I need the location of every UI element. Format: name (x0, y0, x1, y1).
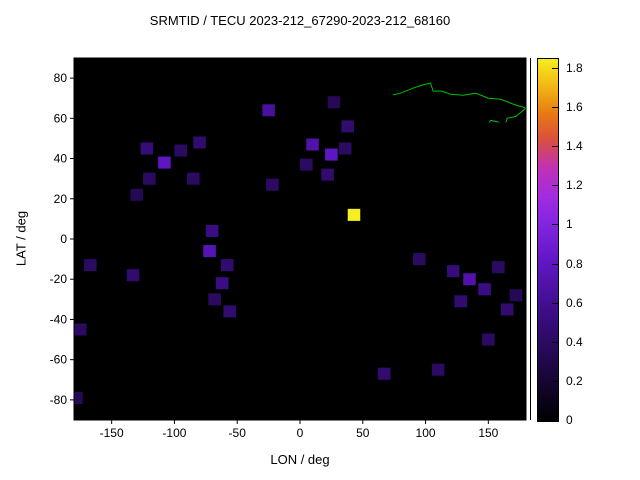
heatmap-cell (174, 144, 187, 157)
y-tick-label: -20 (50, 272, 68, 286)
map-background (74, 58, 526, 420)
heatmap-cell (143, 172, 156, 185)
plot-title: SRMTID / TECU 2023-212_67290-2023-212_68… (149, 13, 451, 28)
heatmap-cell (84, 259, 97, 272)
heatmap-cell (463, 273, 476, 286)
heatmap-cell (205, 224, 219, 237)
heatmap-cell (266, 178, 279, 191)
x-tick-label: 100 (416, 426, 436, 440)
y-axis-label: LAT / deg (13, 210, 29, 267)
y-axis-ticks: -80 -60 -40 -20 0 20 40 60 80 (50, 71, 74, 407)
heatmap-cell (431, 363, 445, 376)
y-tick-label: 80 (54, 71, 68, 85)
heatmap-cell (220, 259, 234, 272)
heatmap-cell (325, 148, 338, 161)
heatmap-cell (262, 104, 275, 117)
heatmap-cell (377, 367, 391, 380)
x-tick-label: 0 (297, 426, 304, 440)
heatmap-cell (341, 120, 354, 133)
heatmap-cell (140, 142, 154, 155)
y-tick-label: 60 (54, 111, 68, 125)
heatmap-cell (446, 265, 460, 278)
heatmap-cell (478, 283, 491, 296)
heatmap-cell (321, 168, 334, 181)
x-axis-ticks: -150 -100 -50 0 50 100 150 (100, 420, 499, 440)
heatmap-cell (203, 245, 216, 258)
y-tick-label: 0 (60, 232, 67, 246)
heatmap-cell (413, 253, 426, 266)
heatmap-cell (338, 142, 352, 155)
heatmap-cell (223, 305, 236, 318)
x-tick-label: -50 (229, 426, 247, 440)
heatmap-cell (300, 158, 313, 171)
heatmap-cell (215, 277, 229, 290)
heatmap-cell (500, 303, 514, 316)
heatmap-cell (74, 323, 87, 336)
heatmap-cell (74, 391, 83, 404)
x-axis-label: LON / deg (270, 452, 330, 467)
x-tick-label: 150 (478, 426, 498, 440)
x-tick-label: -150 (100, 426, 124, 440)
heatmap-cell (306, 138, 319, 151)
heatmap-cell (482, 333, 495, 346)
heatmap-cell (193, 136, 206, 149)
x-tick-label: -100 (162, 426, 186, 440)
heatmap-cell (130, 188, 144, 201)
colorbar-gradient (537, 58, 559, 422)
heatmap-cell (158, 156, 171, 169)
heatmap-cell (187, 172, 200, 185)
heatmap-cell (126, 269, 140, 282)
y-tick-label: -40 (50, 312, 68, 326)
y-tick-label: -80 (50, 393, 68, 407)
heatmap-cell (509, 289, 523, 302)
heatmap-cell (454, 295, 467, 308)
heatmap-cells (74, 96, 523, 404)
heatmap-cell (492, 261, 505, 274)
heatmap-cell (208, 293, 221, 306)
y-tick-label: 20 (54, 192, 68, 206)
heatmap-cell (327, 96, 341, 109)
x-tick-label: 50 (356, 426, 370, 440)
y-tick-label: -60 (50, 353, 68, 367)
heatmap-cell (347, 208, 361, 221)
y-tick-label: 40 (54, 152, 68, 166)
